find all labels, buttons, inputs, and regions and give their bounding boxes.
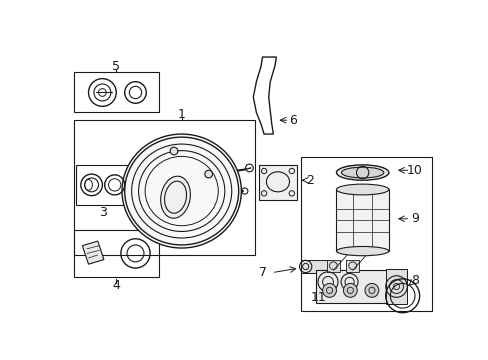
Ellipse shape bbox=[336, 165, 388, 180]
Circle shape bbox=[322, 283, 336, 297]
Text: 4: 4 bbox=[112, 279, 120, 292]
Text: 8: 8 bbox=[410, 274, 418, 287]
Ellipse shape bbox=[336, 247, 388, 256]
Circle shape bbox=[364, 283, 378, 297]
Bar bbox=[258, 165, 297, 199]
Text: 9: 9 bbox=[410, 212, 418, 225]
Text: 2: 2 bbox=[305, 174, 314, 187]
Bar bbox=[76, 165, 130, 205]
Bar bbox=[336, 189, 388, 251]
Text: 3: 3 bbox=[99, 206, 107, 219]
Ellipse shape bbox=[122, 134, 241, 248]
Bar bbox=[301, 157, 431, 311]
Bar bbox=[74, 120, 254, 255]
Text: 6: 6 bbox=[289, 114, 297, 127]
Bar bbox=[385, 269, 407, 304]
Text: 11: 11 bbox=[310, 291, 326, 304]
Circle shape bbox=[170, 147, 178, 155]
Bar bbox=[301, 260, 329, 273]
Text: 5: 5 bbox=[112, 60, 120, 73]
Circle shape bbox=[204, 170, 212, 178]
Ellipse shape bbox=[336, 184, 388, 195]
Bar bbox=[346, 260, 358, 272]
Ellipse shape bbox=[161, 176, 190, 218]
Bar bbox=[74, 230, 158, 277]
Bar bbox=[326, 260, 339, 272]
Polygon shape bbox=[253, 57, 276, 134]
Ellipse shape bbox=[341, 167, 383, 178]
Text: 7: 7 bbox=[258, 266, 266, 279]
Text: 1: 1 bbox=[178, 108, 185, 121]
Polygon shape bbox=[82, 241, 104, 264]
Text: 10: 10 bbox=[406, 164, 422, 177]
Bar bbox=[316, 270, 396, 303]
Circle shape bbox=[343, 283, 357, 297]
Bar bbox=[74, 72, 158, 112]
